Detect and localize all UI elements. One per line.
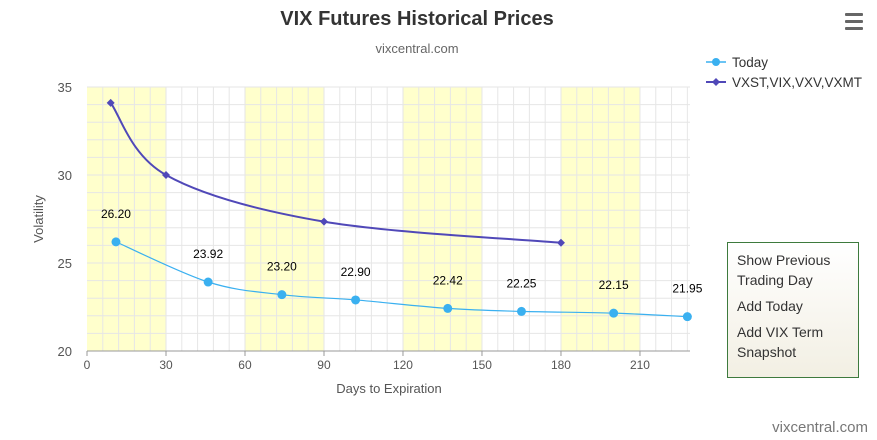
x-tick-label: 120 — [393, 358, 413, 372]
chart-title: VIX Futures Historical Prices — [280, 8, 554, 30]
x-tick-label: 60 — [238, 358, 252, 372]
series-line-term — [109, 102, 562, 244]
data-label: 23.20 — [267, 260, 297, 274]
highlight-bands — [87, 87, 640, 351]
legend-item-term[interactable]: VXST,VIX,VXV,VXMT — [706, 72, 876, 92]
data-label: 22.25 — [506, 276, 536, 290]
y-tick-label: 35 — [58, 80, 72, 95]
data-point-today — [443, 303, 453, 313]
series-layer — [106, 98, 692, 322]
highlight-band — [402, 87, 482, 351]
add-today-button[interactable]: Add Today — [737, 298, 803, 314]
data-labels: 26.20 23.92 23.20 22.90 22.42 22.25 22.15 21.95 — [101, 207, 703, 296]
legend-term-marker — [706, 78, 726, 86]
data-point-today — [351, 295, 361, 305]
data-point-term — [319, 217, 328, 226]
x-tick-label: 180 — [551, 358, 571, 372]
hamburger-menu-icon[interactable] — [840, 8, 868, 34]
data-label: 26.20 — [101, 207, 131, 221]
axes: 0 30 60 90 120 150 180 210 20 25 30 35 — [58, 80, 690, 372]
y-tick-label: 30 — [58, 168, 72, 183]
data-point-today — [682, 312, 692, 322]
legend: Today VXST,VIX,VXV,VXMT — [706, 52, 876, 92]
data-label: 23.92 — [193, 247, 223, 261]
data-point-term — [161, 171, 170, 179]
data-point-term — [556, 238, 565, 247]
x-tick-label: 90 — [317, 358, 331, 372]
data-point-today — [277, 290, 287, 300]
legend-item-today[interactable]: Today — [706, 52, 876, 72]
action-panel: Show Previous Trading Day Add Today Add … — [727, 242, 859, 378]
data-point-today — [111, 237, 121, 247]
x-tick-label: 30 — [159, 358, 173, 372]
x-tick-label: 0 — [84, 358, 91, 372]
data-label: 21.95 — [672, 282, 702, 296]
data-point-today — [203, 277, 213, 287]
x-axis-label: Days to Expiration — [336, 381, 442, 396]
legend-label: VXST,VIX,VXV,VXMT — [732, 74, 863, 90]
y-tick-label: 25 — [58, 256, 72, 271]
data-label: 22.90 — [341, 265, 371, 279]
data-point-today — [609, 308, 619, 318]
data-point-term — [106, 98, 115, 107]
data-point-today — [516, 306, 526, 316]
legend-today-marker — [706, 58, 726, 66]
credits-link[interactable]: vixcentral.com — [772, 419, 868, 436]
data-label: 22.42 — [433, 273, 463, 287]
legend-label: Today — [732, 54, 769, 70]
chart-subtitle[interactable]: vixcentral.com — [375, 41, 459, 56]
add-vix-term-snapshot-button[interactable]: Add VIX Term Snapshot — [737, 324, 824, 360]
x-tick-label: 150 — [472, 358, 492, 372]
show-previous-day-button[interactable]: Show Previous Trading Day — [737, 252, 831, 288]
highlight-band — [560, 87, 640, 351]
y-tick-label: 20 — [58, 344, 72, 359]
y-axis-label: Volatility — [31, 195, 46, 243]
data-label: 22.15 — [599, 278, 629, 292]
x-tick-label: 210 — [630, 358, 650, 372]
